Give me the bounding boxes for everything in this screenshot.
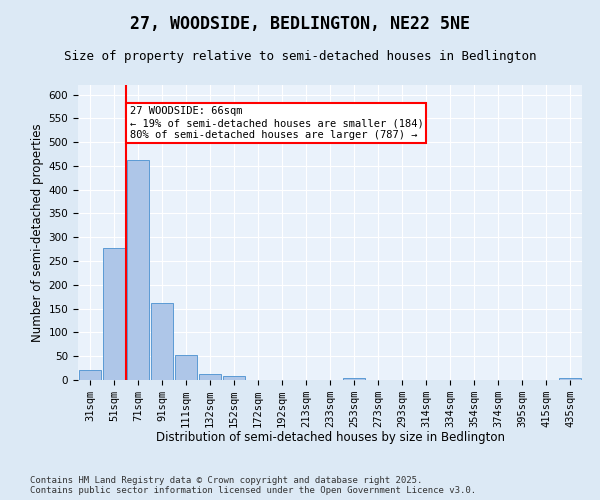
Text: Contains HM Land Registry data © Crown copyright and database right 2025.
Contai: Contains HM Land Registry data © Crown c… <box>30 476 476 495</box>
Bar <box>127 160 149 380</box>
Bar <box>151 303 173 380</box>
Text: 27 WOODSIDE: 66sqm
← 19% of semi-detached houses are smaller (184)
80% of semi-d: 27 WOODSIDE: 66sqm ← 19% of semi-detache… <box>130 106 424 140</box>
Bar <box>223 376 245 380</box>
Y-axis label: Number of semi-detached properties: Number of semi-detached properties <box>31 123 44 342</box>
Bar <box>343 378 365 380</box>
Bar <box>79 370 101 380</box>
Bar <box>103 248 125 380</box>
Bar <box>199 374 221 380</box>
Bar <box>175 356 197 380</box>
Text: Size of property relative to semi-detached houses in Bedlington: Size of property relative to semi-detach… <box>64 50 536 63</box>
Bar <box>559 378 581 380</box>
Text: 27, WOODSIDE, BEDLINGTON, NE22 5NE: 27, WOODSIDE, BEDLINGTON, NE22 5NE <box>130 15 470 33</box>
X-axis label: Distribution of semi-detached houses by size in Bedlington: Distribution of semi-detached houses by … <box>155 432 505 444</box>
